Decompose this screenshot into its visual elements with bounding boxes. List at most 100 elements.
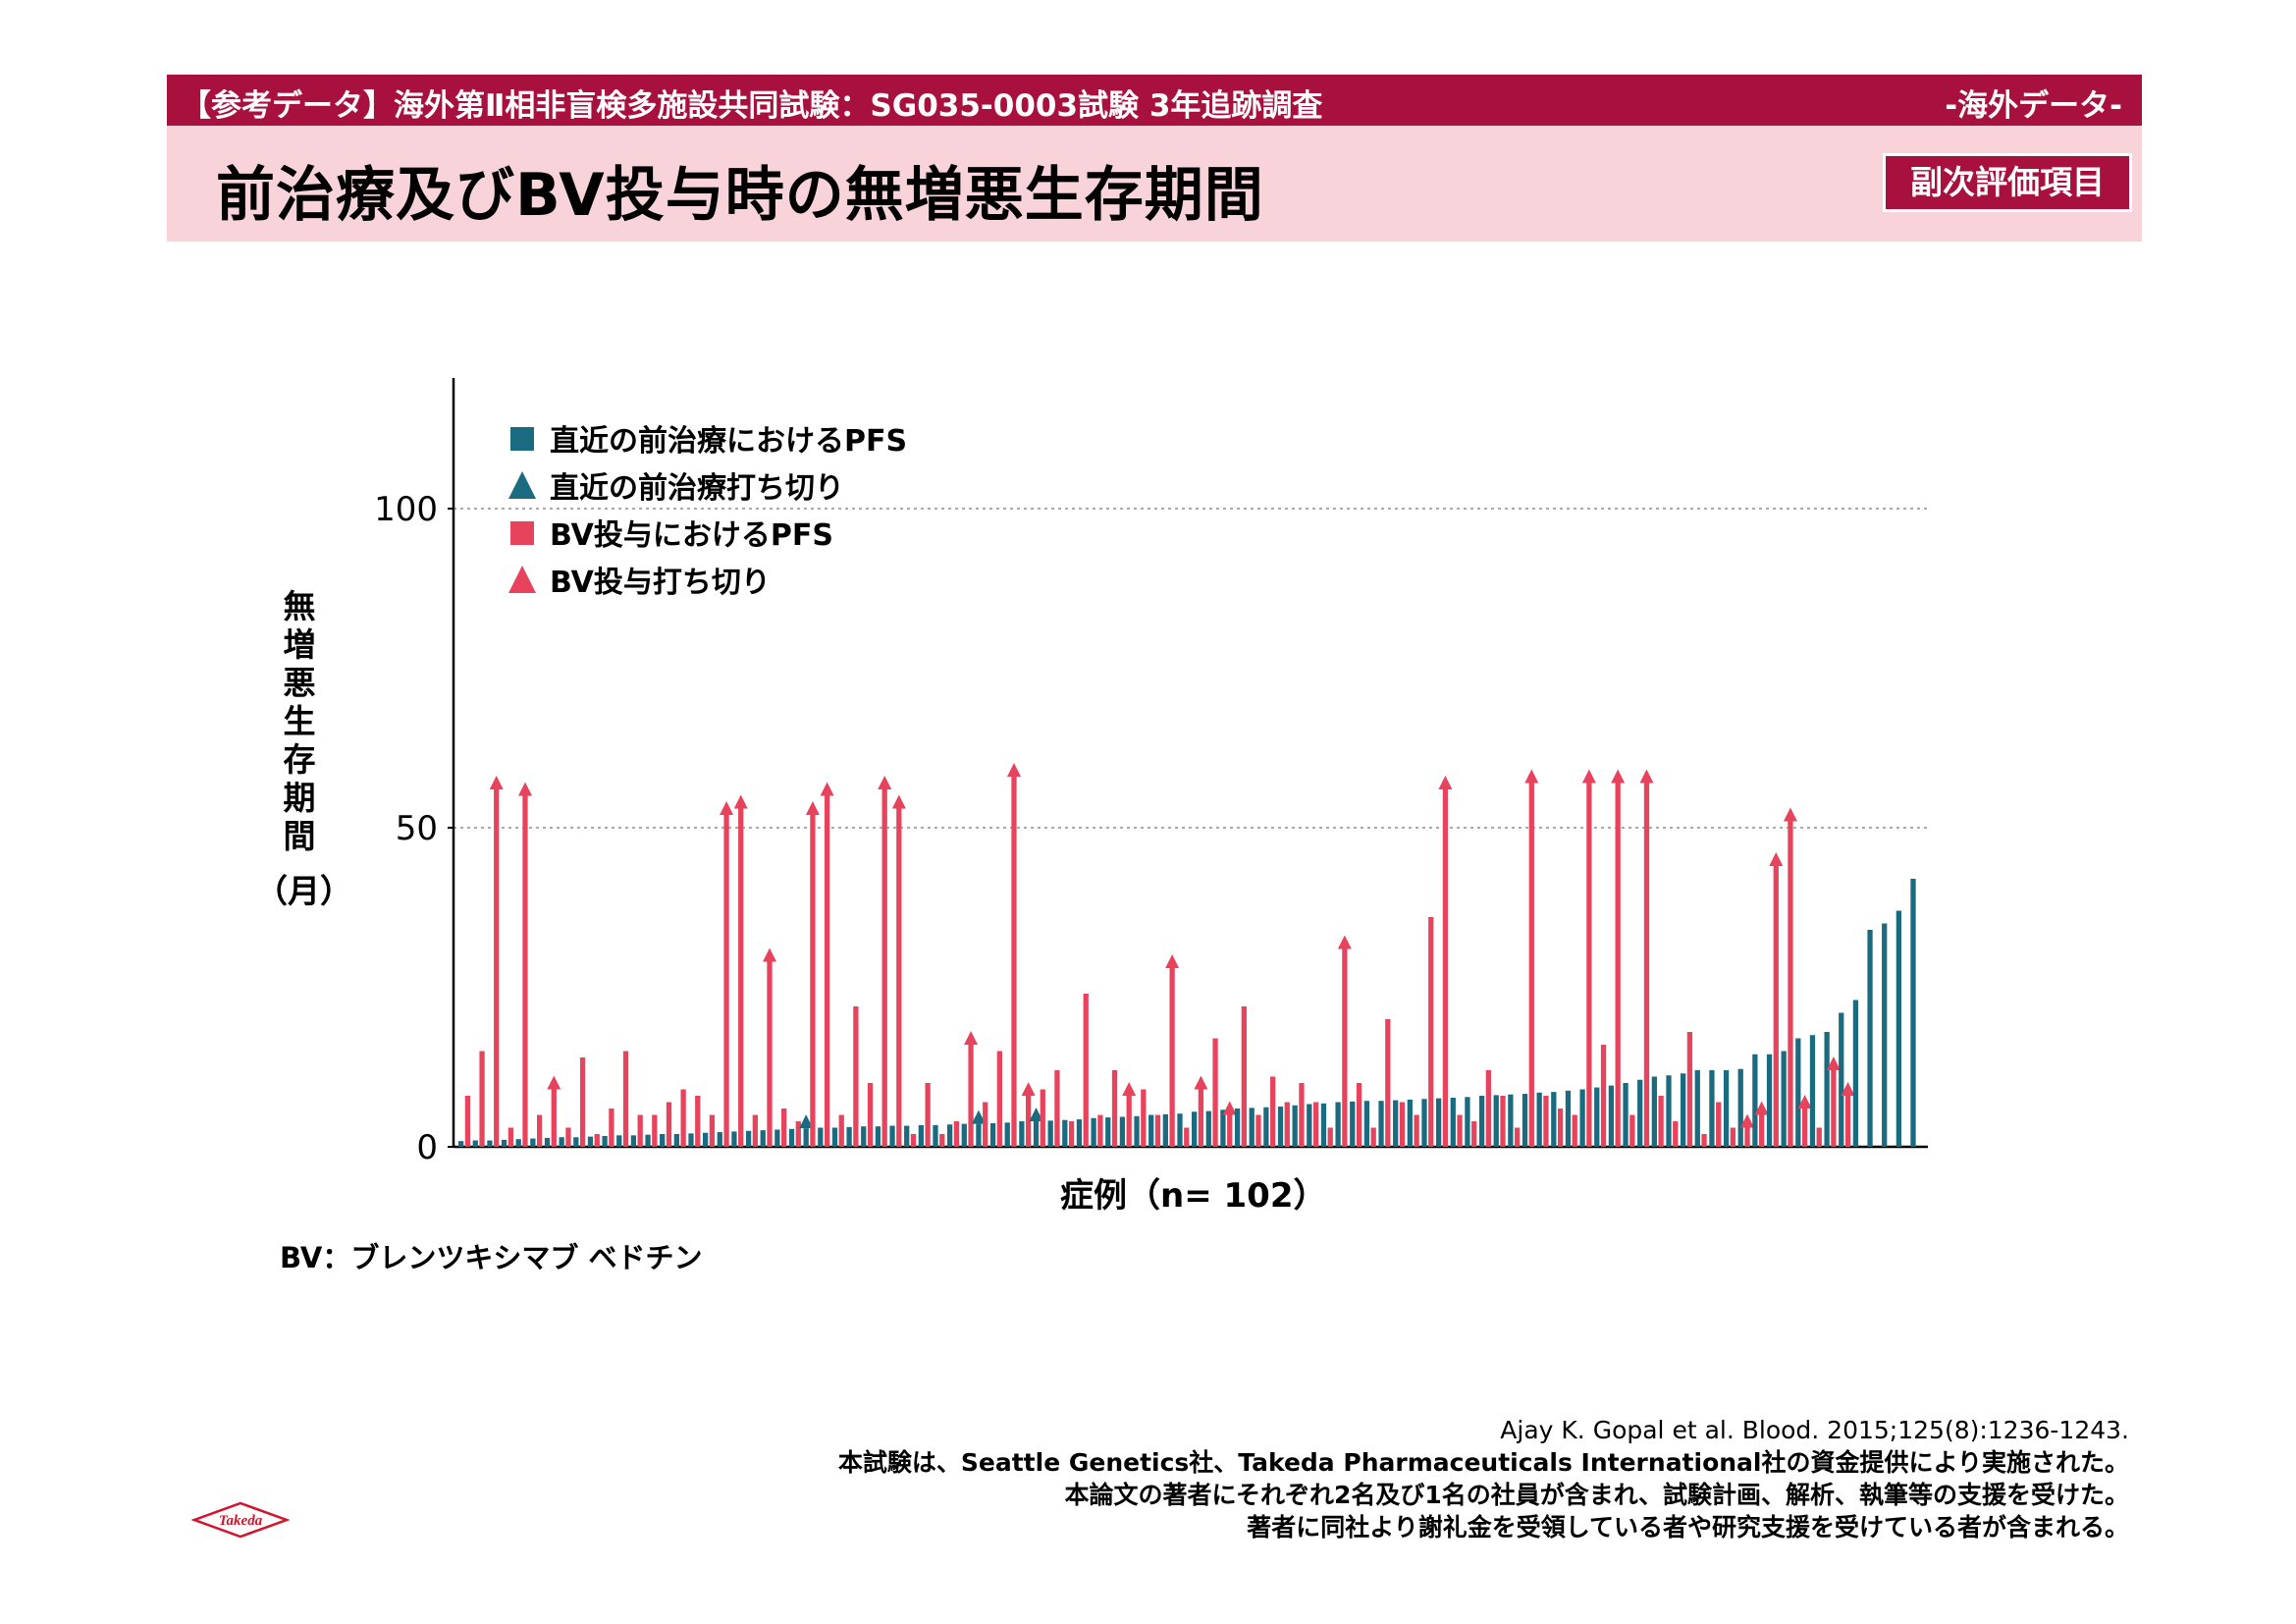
bv-pfs-bar-8 [565,1127,571,1147]
prior-pfs-bar-61 [1320,1103,1327,1147]
bv-pfs-bar-88 [1716,1102,1722,1147]
bv-pfs-bar-7 [551,1089,557,1147]
prior-pfs-bar-89 [1723,1070,1730,1147]
prior-pfs-bar-73 [1493,1095,1499,1147]
bv-censor-marker-94 [1797,1095,1812,1109]
bv-pfs-bar-18 [709,1114,716,1147]
funding-note: 本試験は、Seattle Genetics社、Takeda Pharmaceut… [837,1448,2129,1477]
bv-censor-marker-79 [1581,769,1596,784]
prior-pfs-bar-77 [1551,1092,1557,1147]
prior-pfs-bar-37 [976,1123,982,1147]
bv-censor-marker-92 [1769,852,1784,866]
legend-label-2: 直近の前治療打ち切り [550,471,844,506]
prior-pfs-bar-29 [861,1126,867,1147]
bv-pfs-bar-29 [867,1083,874,1147]
bv-pfs-bar-91 [1759,1114,1765,1147]
bv-pfs-bar-3 [494,789,500,1147]
prior-pfs-bar-4 [501,1139,507,1147]
bv-pfs-bar-47 [1126,1096,1132,1147]
prior-pfs-bar-78 [1565,1090,1572,1147]
bv-pfs-bar-50 [1169,968,1175,1147]
header-bar: 【参考データ】海外第Ⅱ相非盲検多施設共同試験：SG035-0003試験 3年追跡… [167,75,2142,126]
bv-pfs-bar-30 [881,789,887,1147]
title-bar: 前治療及びBV投与時の無増悪生存期間 副次評価項目 [167,126,2142,242]
prior-pfs-bar-23 [774,1129,780,1147]
study-label: 【参考データ】海外第Ⅱ相非盲検多施設共同試験：SG035-0003試験 3年追跡… [181,88,1323,124]
legend-marker-2 [508,471,536,499]
bv-pfs-bar-1 [464,1096,471,1147]
prior-pfs-bar-83 [1637,1079,1643,1147]
bv-pfs-bar-6 [537,1114,543,1147]
prior-pfs-bar-81 [1608,1085,1615,1147]
bv-pfs-bar-22 [767,961,773,1147]
bv-censor-marker-90 [1739,1113,1754,1128]
prior-pfs-bar-87 [1694,1070,1700,1147]
bv-pfs-bar-51 [1184,1127,1190,1147]
prior-pfs-bar-30 [875,1126,881,1147]
legend-label-1: 直近の前治療におけるPFS [550,424,907,459]
prior-pfs-bar-91 [1752,1054,1758,1147]
prior-pfs-bar-19 [717,1132,722,1147]
prior-pfs-bar-57 [1263,1107,1269,1147]
bv-pfs-bar-68 [1428,917,1434,1147]
y-axis-label: 無増悪生存期間 （月） [255,587,352,910]
prior-pfs-bar-90 [1737,1068,1743,1147]
bv-pfs-bar-59 [1299,1083,1305,1147]
prior-pfs-bar-10 [587,1136,594,1147]
bv-pfs-bar-4 [507,1127,513,1147]
bv-pfs-bar-32 [910,1134,917,1147]
bv-pfs-bar-80 [1600,1045,1607,1147]
prior-pfs-bar-94 [1795,1038,1801,1147]
bv-pfs-bar-20 [738,808,744,1147]
prior-pfs-bar-16 [673,1134,679,1147]
prior-pfs-bar-51 [1177,1113,1183,1147]
bv-pfs-bar-89 [1730,1127,1735,1147]
prior-pfs-bar-99 [1867,930,1873,1147]
logo-text: Takeda [219,1513,263,1529]
prior-pfs-bar-36 [961,1123,967,1147]
y-axis-unit: （月） [255,872,352,910]
prior-pfs-bar-88 [1709,1070,1715,1147]
bv-pfs-bar-16 [680,1089,686,1147]
bv-pfs-bar-94 [1801,1109,1808,1147]
prior-pfs-bar-53 [1205,1110,1211,1147]
bv-censor-marker-19 [720,801,734,815]
prior-censor-marker-37 [971,1110,986,1124]
bv-pfs-bar-55 [1241,1006,1247,1147]
bv-pfs-bar-35 [953,1121,960,1147]
prior-pfs-bar-65 [1378,1101,1384,1147]
bv-pfs-bar-60 [1312,1102,1319,1147]
prior-pfs-bar-27 [831,1127,838,1147]
prior-pfs-bar-13 [630,1135,637,1147]
bv-pfs-bar-71 [1471,1121,1477,1147]
bv-pfs-bar-58 [1284,1102,1290,1147]
prior-pfs-bar-58 [1277,1107,1284,1147]
bv-pfs-bar-93 [1788,821,1793,1147]
bv-censor-marker-30 [878,776,892,789]
prior-pfs-bar-86 [1681,1073,1686,1147]
prior-pfs-bar-26 [818,1127,824,1147]
bv-censor-marker-7 [547,1075,561,1090]
bv-pfs-bar-56 [1255,1114,1261,1147]
bv-censor-marker-26 [820,782,834,796]
prior-pfs-bar-1 [458,1141,464,1147]
bv-pfs-bar-48 [1141,1089,1147,1147]
prior-pfs-bar-55 [1234,1109,1241,1147]
prior-pfs-bar-35 [947,1124,953,1147]
bv-pfs-bar-76 [1543,1096,1549,1147]
bv-pfs-bar-49 [1154,1114,1161,1147]
prior-pfs-bar-71 [1465,1097,1470,1147]
prior-pfs-bar-70 [1450,1097,1456,1147]
bv-pfs-bar-75 [1528,783,1534,1147]
bv-pfs-bar-72 [1485,1070,1491,1147]
prior-pfs-bar-84 [1651,1076,1657,1147]
bv-pfs-bar-21 [752,1114,758,1147]
bv-censor-marker-81 [1611,769,1626,784]
bv-censor-marker-91 [1754,1101,1769,1115]
prior-pfs-bar-100 [1882,923,1888,1147]
prior-pfs-bar-69 [1436,1098,1442,1147]
prior-pfs-bar-76 [1536,1092,1542,1147]
prior-pfs-bar-63 [1350,1101,1356,1147]
prior-pfs-bar-60 [1307,1104,1312,1147]
bv-pfs-bar-10 [594,1134,600,1147]
